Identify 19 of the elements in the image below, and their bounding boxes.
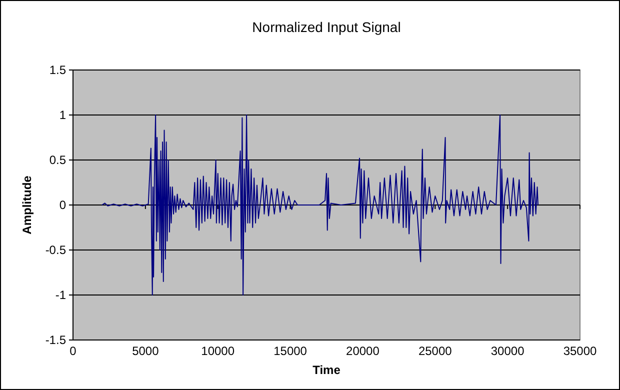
y-tick-label: -0.5 [45, 243, 66, 258]
x-tick-label: 25000 [418, 344, 452, 358]
x-tick-label: 20000 [346, 344, 380, 358]
x-tick-label: 5000 [132, 344, 160, 358]
y-tick-label: 0.5 [49, 153, 66, 168]
y-axis-title: Amplitude [20, 175, 34, 234]
y-tick-label: 0 [59, 198, 66, 212]
chart-title: Normalized Input Signal [252, 19, 401, 35]
x-axis-title: Time [312, 363, 341, 377]
x-tick-label: 10000 [201, 344, 235, 358]
y-tick-label: 1.5 [49, 63, 66, 78]
x-tick-label: 30000 [490, 344, 525, 358]
x-tick-label: 35000 [563, 344, 598, 358]
x-tick-label: 0 [70, 344, 77, 358]
x-tick-label: 15000 [274, 344, 308, 358]
y-tick-label: -1 [55, 288, 66, 302]
line-series [101, 114, 538, 296]
y-tick-label: -1.5 [45, 333, 66, 348]
y-tick-label: 1 [59, 108, 66, 122]
